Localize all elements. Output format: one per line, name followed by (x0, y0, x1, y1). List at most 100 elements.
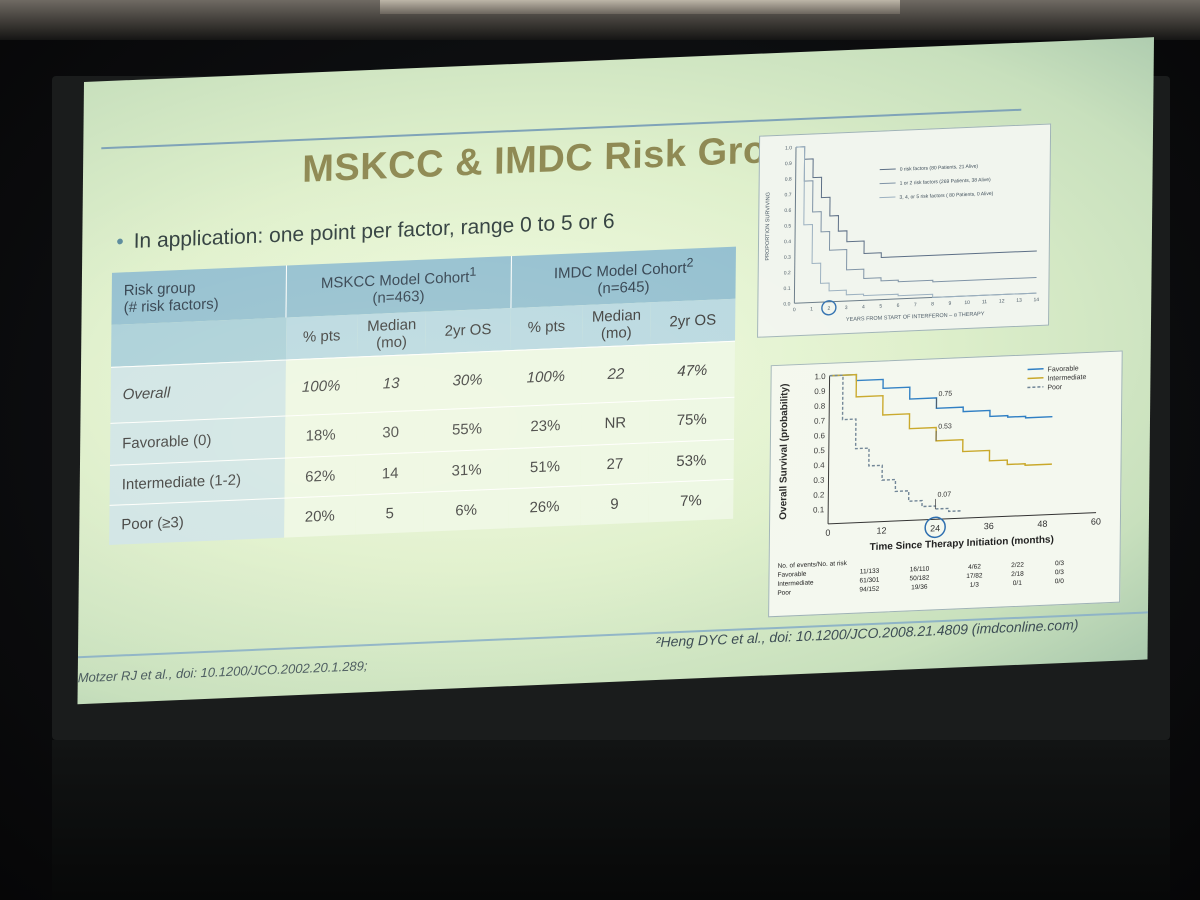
x-tick-label: 11 (982, 299, 987, 305)
survival-curve-3 (795, 146, 1037, 298)
x-tick-label: 12 (999, 298, 1005, 304)
legend-swatch (1027, 368, 1044, 371)
x-tick-label: 48 (1037, 519, 1047, 529)
x-tick-label: 36 (984, 521, 994, 531)
subheader-blank (111, 317, 286, 367)
header-mskcc: MSKCC Model Cohort1 (n=463) (285, 256, 512, 318)
x-tick-label: 1 (810, 306, 813, 312)
projected-slide: MSKCC & IMDC Risk Groups • In application… (77, 37, 1154, 705)
bullet-dot: • (116, 230, 124, 254)
risk-table-cell: 19/36 (911, 584, 928, 592)
risk-table-row-label: Intermediate (777, 579, 814, 588)
row-label: Overall (110, 359, 286, 423)
table-cell: 30% (424, 350, 511, 410)
table-cell: 18% (284, 412, 357, 458)
y-axis-label: Overall Survival (probability) (778, 383, 790, 520)
risk-table-cell: 0/3 (1055, 560, 1064, 567)
y-tick-label: 0.7 (785, 192, 792, 198)
risk-table-cell: 61/301 (859, 577, 879, 585)
x-tick-label: 13 (1016, 298, 1022, 304)
table-cell: 6% (423, 488, 509, 532)
table-cell: 55% (424, 406, 510, 452)
x-tick-label: 6 (897, 303, 900, 309)
table-cell: 51% (508, 445, 582, 489)
table-cell: 22 (581, 344, 651, 404)
circled-24-marker (924, 516, 946, 539)
subheader-col: 2yr OS (425, 308, 511, 354)
y-tick-label: 0.3 (813, 476, 825, 485)
table-cell: 20% (283, 494, 356, 538)
risk-table-cell: 4/62 (968, 563, 981, 571)
table-cell: 27 (580, 442, 650, 486)
legend-label: 0 risk factors (80 Patients, 21 Alive) (900, 164, 979, 173)
imdc-survival-svg: 0.1 0.2 0.3 0.4 0.5 0.6 0.7 0.8 0.9 1.0 0 12 24 36 48 6… (777, 365, 1101, 597)
subheader-col: 2yr OS (650, 298, 736, 345)
x-tick-label: 24 (930, 523, 940, 533)
table-cell: 100% (509, 347, 583, 407)
y-tick-label: 0.6 (814, 431, 826, 440)
legend-swatch (1027, 377, 1044, 380)
mskcc-survival-chart: 0.0 0.1 0.2 0.3 0.4 0.5 0.6 0.7 0.8 0.9 1.0 0 1 2 3 4 5 6… (757, 123, 1052, 338)
survival-curve-favorable (829, 373, 1053, 419)
table-cell: 7% (648, 478, 734, 523)
risk-table-cell: 17/82 (966, 572, 983, 580)
legend-label: Intermediate (1047, 374, 1086, 383)
risk-table-cell: 1/3 (970, 581, 979, 588)
y-axis (827, 375, 831, 524)
table-cell: 100% (284, 356, 358, 416)
risk-table-cell: 2/18 (1011, 571, 1024, 579)
y-tick-label: 0.2 (784, 270, 791, 276)
y-tick-label: 0.8 (814, 402, 826, 411)
circled-tick-marker (821, 300, 837, 316)
y-tick-label: 0.0 (783, 301, 790, 307)
table-cell: 13 (356, 353, 426, 413)
y-tick-label: 0.7 (814, 416, 826, 425)
legend-label: Poor (1047, 384, 1063, 392)
y-tick-label: 0.5 (814, 446, 826, 455)
legend-label: Favorable (1048, 365, 1079, 373)
risk-group-table: Risk group (# risk factors) MSKCC Model … (109, 246, 736, 545)
subheader-col: % pts (285, 314, 358, 360)
table-cell: 14 (355, 451, 425, 495)
risk-table-row-label: Favorable (777, 571, 806, 579)
x-tick-label: 4 (862, 304, 865, 310)
y-tick-label: 0.8 (785, 177, 792, 183)
y-tick-label: 0.1 (784, 286, 791, 292)
legend-swatch (879, 182, 896, 185)
x-tick-label: 0 (825, 528, 830, 538)
bullet-text: In application: one point per factor, ra… (133, 209, 615, 253)
footer-citation-right: ²Heng DYC et al., doi: 10.1200/JCO.2008.… (655, 616, 1079, 651)
table-cell: 5 (355, 491, 424, 535)
survival-curve-2 (795, 146, 1037, 283)
table-cell: 62% (284, 454, 357, 498)
y-tick-label: 0.9 (785, 161, 792, 167)
y-tick-label: 0.5 (784, 223, 791, 229)
table-cell: 47% (649, 340, 736, 401)
table-cell: 26% (508, 485, 581, 529)
table-cell: 9 (580, 482, 649, 526)
imdc-sup: 2 (686, 255, 694, 270)
survival-curve-poor (829, 374, 963, 513)
x-tick-label: 10 (964, 300, 970, 306)
table-cell: 75% (649, 396, 735, 443)
x-tick-label: 14 (1033, 297, 1039, 303)
risk-table-row-label: Poor (777, 589, 792, 597)
y-axis (793, 147, 797, 304)
annotation-label: 0.07 (937, 491, 951, 499)
x-tick-label: 8 (931, 301, 934, 307)
annotation-label: 0.53 (938, 423, 952, 431)
survival-curve-intermediate (829, 373, 1052, 466)
y-tick-label: 0.2 (813, 490, 825, 499)
risk-table-title: No. of events/No. at risk (778, 560, 848, 570)
x-tick-label: 3 (845, 305, 848, 311)
imdc-survival-chart: 0.1 0.2 0.3 0.4 0.5 0.6 0.7 0.8 0.9 1.0 0 12 24 36 48 6… (768, 350, 1123, 618)
x-tick-label: 5 (879, 304, 882, 310)
row-label: Favorable (0) (109, 415, 285, 465)
x-tick-label: 9 (948, 301, 951, 307)
survival-curve-1 (795, 146, 1037, 258)
y-tick-label: 0.9 (814, 387, 826, 396)
header-risk-group: Risk group (# risk factors) (111, 265, 287, 325)
x-tick-label: 60 (1091, 516, 1101, 526)
subheader-col: % pts (510, 305, 583, 351)
y-tick-label: 0.6 (784, 208, 791, 214)
